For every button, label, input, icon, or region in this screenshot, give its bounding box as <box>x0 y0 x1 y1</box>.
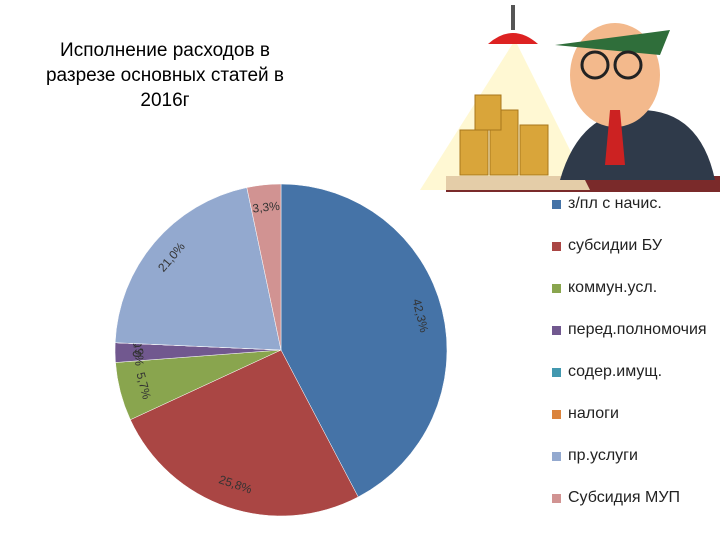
legend-label: з/пл с начис. <box>568 195 662 212</box>
legend-label: перед.полномочия <box>568 321 707 338</box>
legend-swatch <box>552 200 561 209</box>
legend-item: з/пл с начис. <box>550 194 715 236</box>
legend-label: пр.услуги <box>568 447 638 464</box>
pie-slice <box>114 187 282 351</box>
illustration <box>420 5 720 192</box>
legend-item: Субсидия МУП <box>550 488 715 530</box>
chart-title: Исполнение расходов в разрезе основных с… <box>45 40 285 111</box>
legend-label: коммун.усл. <box>568 279 658 296</box>
legend-item: налоги <box>550 404 715 446</box>
pie-slice <box>280 183 448 498</box>
legend-label: налоги <box>568 405 619 422</box>
data-label: 5,7% <box>133 371 154 401</box>
legend-item: содер.имущ. <box>550 362 715 404</box>
legend-swatch <box>552 242 561 251</box>
data-label: 3,3% <box>252 199 281 216</box>
legend: з/пл с начис. субсидии БУ коммун.усл. перед… <box>550 194 715 530</box>
legend-item: пр.услуги <box>550 446 715 488</box>
pie-slice <box>130 349 359 517</box>
legend-label: субсидии БУ <box>568 237 663 254</box>
legend-swatch <box>552 368 561 377</box>
legend-swatch <box>552 494 561 503</box>
legend-swatch <box>552 410 561 419</box>
legend-swatch <box>552 284 561 293</box>
data-label: 1,9% <box>132 338 146 366</box>
legend-item: коммун.усл. <box>550 278 715 320</box>
legend-label: содер.имущ. <box>568 363 663 380</box>
pie: 42,3%25,8%5,7%1,9%0,0%0,0%21,0%3,3% <box>114 183 448 517</box>
legend-item: перед.полномочия <box>550 320 715 362</box>
legend-swatch <box>552 452 561 461</box>
legend-swatch <box>552 326 561 335</box>
pie-slice <box>246 183 282 351</box>
legend-item: субсидии БУ <box>550 236 715 278</box>
legend-label: Субсидия МУП <box>568 489 681 506</box>
